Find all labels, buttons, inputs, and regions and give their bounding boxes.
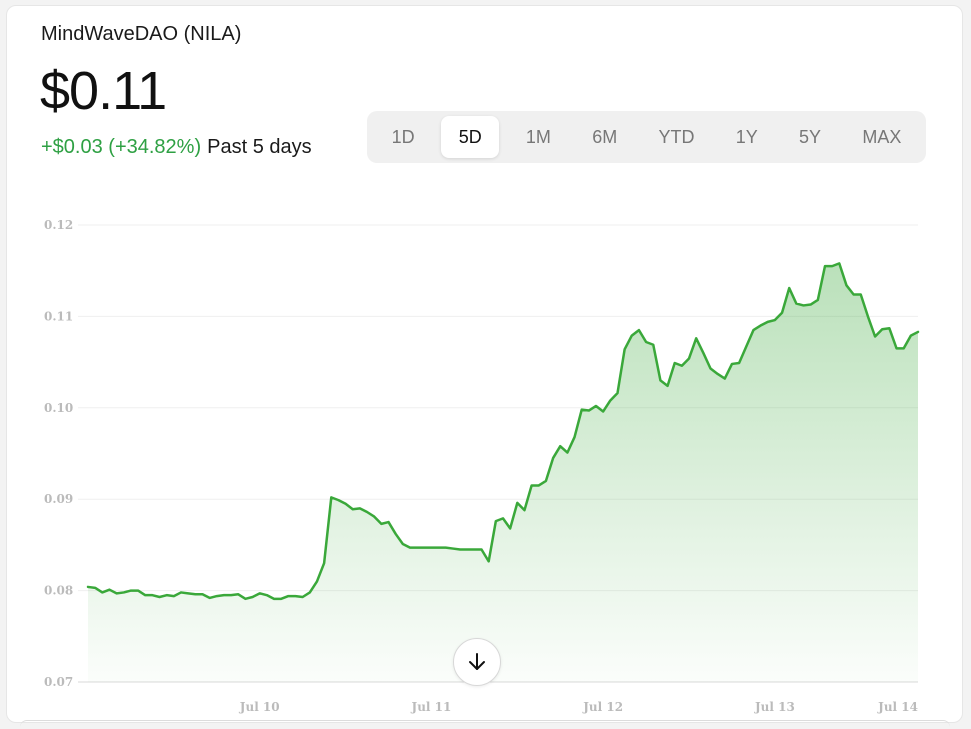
y-tick-label: 0.10 — [44, 401, 73, 415]
price-change: +$0.03 (+34.82%) — [41, 136, 202, 158]
price-line — [86, 262, 920, 601]
asset-name: MindWaveDAO (NILA) — [41, 23, 242, 45]
price-area — [88, 263, 918, 682]
y-tick-label: 0.09 — [44, 492, 73, 506]
price-change-row: +$0.03 (+34.82%) Past 5 days — [41, 136, 312, 159]
y-tick-label: 0.07 — [44, 675, 73, 689]
range-1m-button[interactable]: 1M — [525, 126, 551, 147]
range-5d-button[interactable]: 5D — [441, 116, 500, 158]
x-tick-label: Jul 12 — [582, 700, 623, 714]
next-card-edge — [20, 720, 950, 727]
range-6m-button[interactable]: 6M — [592, 126, 618, 147]
range-1y-button[interactable]: 1Y — [735, 126, 758, 147]
time-range-selector: 1D 5D 1M 6M YTD 1Y 5Y MAX — [367, 111, 926, 163]
x-tick-label: Jul 10 — [239, 700, 280, 714]
x-tick-label: Jul 13 — [754, 700, 795, 714]
y-tick-label: 0.12 — [44, 218, 73, 232]
range-max-button[interactable]: MAX — [862, 126, 902, 147]
x-tick-label: Jul 14 — [877, 700, 918, 714]
x-tick-label: Jul 11 — [411, 700, 452, 714]
scroll-down-button[interactable] — [453, 638, 501, 686]
range-1d-button[interactable]: 1D — [391, 126, 415, 147]
range-5y-button[interactable]: 5Y — [799, 126, 822, 147]
arrow-down-icon — [469, 653, 485, 670]
y-tick-label: 0.08 — [44, 584, 73, 598]
y-tick-label: 0.11 — [44, 309, 73, 323]
current-price: $0.11 — [40, 61, 167, 121]
change-period: Past 5 days — [207, 136, 312, 158]
range-ytd-button[interactable]: YTD — [658, 126, 695, 147]
